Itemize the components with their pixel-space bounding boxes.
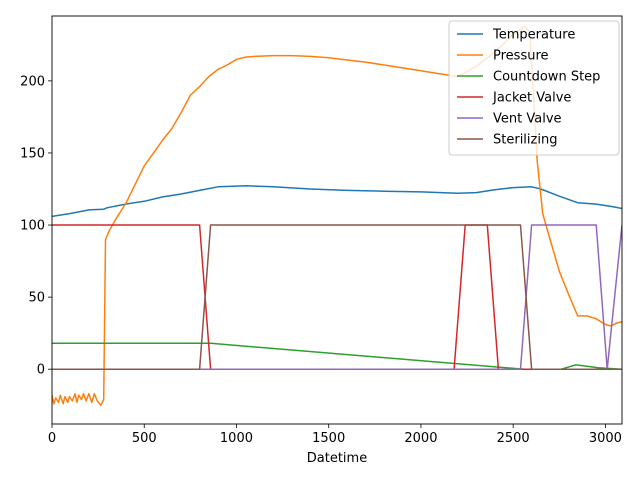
series-line-sterilizing bbox=[52, 224, 622, 370]
legend-label: Temperature bbox=[492, 28, 575, 43]
y-tick-label: 150 bbox=[20, 146, 45, 161]
y-tick-label: 100 bbox=[20, 219, 45, 234]
x-axis: 0 500 1000 1500 2000 2500 3000 bbox=[48, 424, 622, 446]
x-tick-label: 2000 bbox=[404, 431, 437, 446]
series-line-jacket-valve bbox=[52, 224, 622, 370]
x-tick-label: 2500 bbox=[497, 431, 530, 446]
x-tick-label: 1500 bbox=[312, 431, 345, 446]
legend-label: Jacket Valve bbox=[492, 91, 571, 106]
legend-label: Sterilizing bbox=[493, 133, 557, 148]
legend-box bbox=[448, 20, 620, 156]
series-line-vent-valve bbox=[52, 224, 622, 370]
legend: Temperature Pressure Countdown Step Jacket … bbox=[448, 20, 620, 156]
legend-label: Vent Valve bbox=[493, 112, 562, 127]
x-axis-label: Datetime bbox=[307, 451, 367, 466]
y-tick-label: 0 bbox=[37, 363, 45, 378]
y-axis: 0 50 100 150 200 bbox=[20, 74, 52, 378]
y-tick-label: 50 bbox=[28, 291, 45, 306]
legend-label: Countdown Step bbox=[493, 70, 600, 85]
x-tick-label: 500 bbox=[132, 431, 157, 446]
series-line-temperature bbox=[52, 185, 622, 218]
plot-frame bbox=[51, 15, 623, 425]
y-tick-label: 200 bbox=[20, 74, 45, 89]
series-line-countdown-step bbox=[52, 342, 622, 370]
legend-label: Pressure bbox=[493, 49, 549, 64]
x-tick-label: 1000 bbox=[220, 431, 253, 446]
x-tick-label: 3000 bbox=[589, 431, 622, 446]
x-tick-label: 0 bbox=[48, 431, 56, 446]
